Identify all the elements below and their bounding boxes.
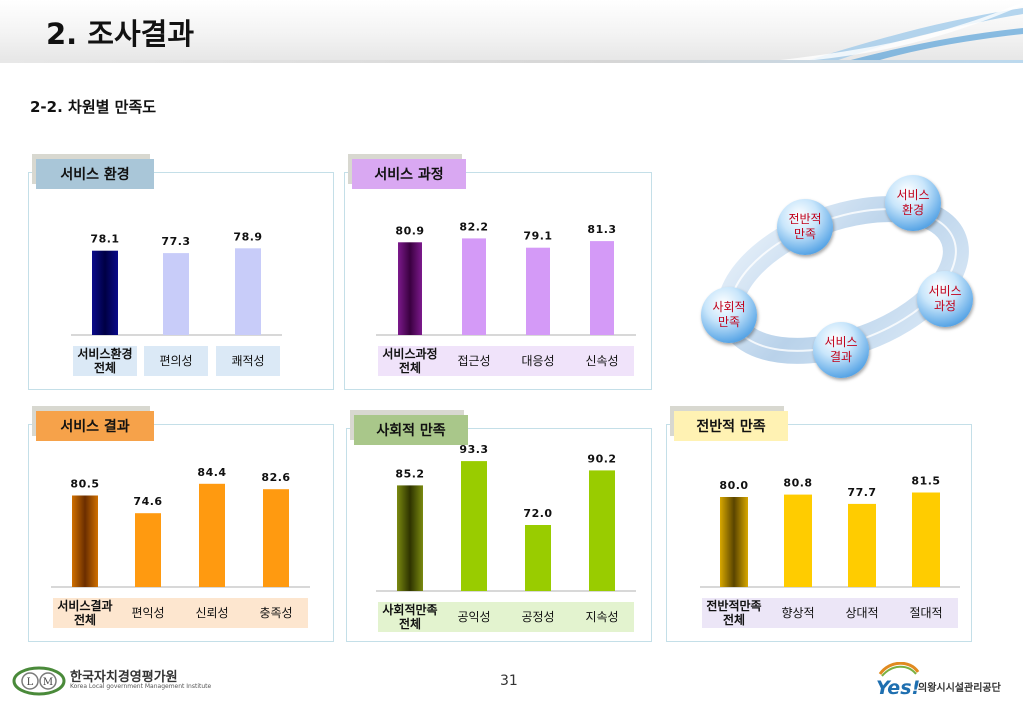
bar-item — [163, 253, 189, 335]
bar-value-label: 79.1 — [523, 230, 552, 243]
bar-value-label: 80.9 — [395, 224, 424, 237]
header-swoosh — [763, 2, 1023, 62]
category-label: 향상적 — [766, 598, 830, 628]
bar-chart: 80.0 80.8 77.7 81.5 — [700, 475, 960, 588]
bar-value-label: 77.7 — [847, 486, 876, 499]
bar-chart: 80.5 74.6 84.4 82.6 — [51, 466, 310, 588]
bar-value-label: 80.5 — [70, 478, 99, 491]
cycle-node-social-satisfaction: 사회적 만족 — [701, 287, 757, 343]
header-divider — [0, 60, 1023, 63]
bar-value-label: 82.2 — [459, 220, 488, 233]
page-number: 31 — [500, 673, 518, 689]
bar-value-label: 84.4 — [197, 466, 226, 479]
category-label: 대응성 — [506, 346, 570, 376]
bar-overall — [398, 242, 422, 335]
chart-panel: 85.2 93.3 72.0 90.2 사회적만족 전체 공익성 공정성 지속성 — [346, 428, 652, 642]
cycle-node-service-process: 서비스 과정 — [917, 271, 973, 327]
dimension-cycle-diagram: 서비스 환경 서비스 과정 서비스 결과 사회적 만족 전반적 만족 — [695, 175, 985, 390]
category-label-overall: 사회적만족 전체 — [378, 602, 442, 632]
bar-value-label: 74.6 — [133, 495, 162, 508]
bar-item — [461, 461, 487, 591]
category-label: 편익성 — [116, 598, 180, 628]
category-label: 신뢰성 — [180, 598, 244, 628]
chart-title: 사회적 만족 — [354, 415, 468, 445]
category-label: 접근성 — [442, 346, 506, 376]
page-title: 2. 조사결과 — [46, 17, 195, 51]
category-label: 공익성 — [442, 602, 506, 632]
page-header: 2. 조사결과 — [0, 0, 1023, 62]
corporation-name: 의왕시시설관리공단 — [918, 683, 1001, 694]
bar-chart: 85.2 93.3 72.0 90.2 — [376, 443, 636, 592]
bar-value-label: 82.6 — [261, 471, 290, 484]
category-label-overall: 서비스과정 전체 — [378, 346, 442, 376]
category-label-overall: 전반적만족 전체 — [702, 598, 766, 628]
svg-text:M: M — [43, 677, 53, 688]
bar-value-label: 78.9 — [233, 230, 262, 243]
category-label-overall: 서비스환경 전체 — [73, 346, 137, 376]
bar-value-label: 85.2 — [395, 467, 424, 480]
institute-name-english: Korea Local government Management Instit… — [70, 683, 212, 690]
bar-item — [199, 483, 225, 587]
chart-panel: 80.0 80.8 77.7 81.5 전반적만족 전체 향상적 상대적 절대적 — [666, 424, 972, 642]
category-label-overall: 서비스결과 전체 — [53, 598, 117, 628]
bar-overall — [92, 250, 118, 335]
bar-value-label: 81.5 — [911, 475, 940, 488]
chart-title: 서비스 과정 — [352, 159, 466, 189]
bar-item — [263, 489, 289, 587]
cycle-node-label: 서비스 환경 — [896, 188, 930, 217]
cycle-node-overall-satisfaction: 전반적 만족 — [777, 199, 833, 255]
bar-item — [590, 241, 614, 335]
category-label: 지속성 — [570, 602, 634, 632]
bar-item — [526, 247, 550, 335]
bar-chart: 80.9 82.2 79.1 81.3 — [376, 220, 636, 336]
bar-item — [462, 238, 486, 335]
bar-value-label: 80.8 — [783, 477, 812, 490]
category-label: 절대적 — [894, 598, 958, 628]
chart-panel: 80.9 82.2 79.1 81.3 서비스과정 전체 접근성 대응성 신속성 — [344, 172, 652, 390]
bar-value-label: 72.0 — [523, 507, 552, 520]
cycle-node-label: 서비스 과정 — [928, 284, 962, 313]
bar-value-label: 90.2 — [587, 452, 616, 465]
chart-title: 전반적 만족 — [674, 411, 788, 441]
category-label: 편의성 — [144, 346, 208, 376]
bar-value-label: 81.3 — [587, 223, 616, 236]
bar-item — [525, 525, 551, 591]
chart-panel: 78.1 77.3 78.9 서비스환경 전체 편의성 쾌적성 — [28, 172, 334, 390]
svg-text:Yes!: Yes! — [876, 677, 920, 698]
category-label: 충족성 — [244, 598, 308, 628]
cycle-node-label: 전반적 만족 — [788, 212, 822, 241]
bar-chart: 78.1 77.3 78.9 — [71, 230, 282, 336]
bar-value-label: 77.3 — [161, 235, 190, 248]
bar-item — [848, 503, 876, 587]
category-label: 신속성 — [570, 346, 634, 376]
cycle-node-label: 사회적 만족 — [712, 300, 746, 329]
svg-text:L: L — [27, 677, 34, 688]
category-label: 쾌적성 — [216, 346, 280, 376]
institute-name: 한국자치경영평가원 — [70, 670, 178, 685]
bar-item — [912, 492, 940, 587]
chart-title: 서비스 환경 — [36, 159, 154, 189]
institute-logo: L M — [12, 666, 66, 696]
section-subtitle: 2-2. 차원별 만족도 — [30, 98, 157, 116]
bar-item — [135, 513, 161, 587]
chart-title: 서비스 결과 — [36, 411, 154, 441]
bar-overall — [72, 495, 98, 587]
bar-overall — [397, 485, 423, 591]
bar-item — [235, 248, 261, 335]
category-label: 공정성 — [506, 602, 570, 632]
yes-logo: Yes! — [876, 662, 920, 698]
cycle-node-service-result: 서비스 결과 — [813, 322, 869, 378]
bar-value-label: 93.3 — [459, 443, 488, 456]
cycle-node-label: 서비스 결과 — [824, 335, 858, 364]
bar-item — [589, 470, 615, 591]
bar-value-label: 78.1 — [90, 233, 119, 246]
bar-item — [784, 494, 812, 587]
bar-overall — [720, 497, 748, 587]
chart-panel: 80.5 74.6 84.4 82.6 서비스결과 전체 편익성 신뢰성 충족성 — [28, 424, 334, 642]
bar-value-label: 80.0 — [719, 479, 748, 492]
category-label: 상대적 — [830, 598, 894, 628]
cycle-node-service-environment: 서비스 환경 — [885, 175, 941, 231]
